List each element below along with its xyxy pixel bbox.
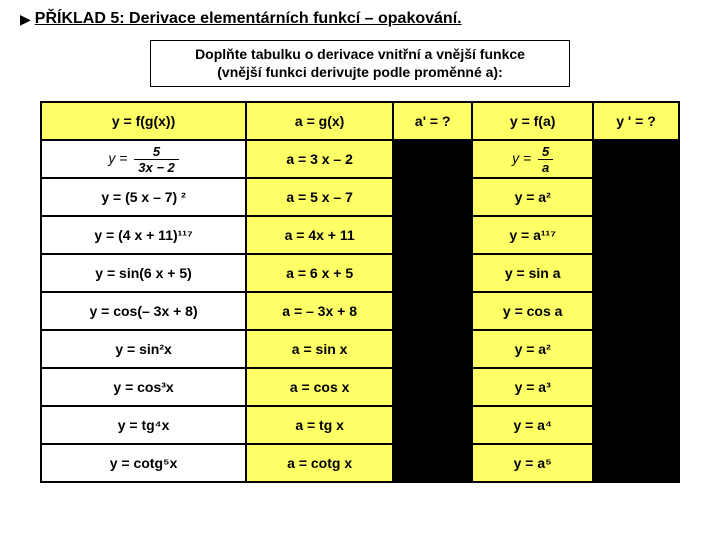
cell-yprime (593, 216, 679, 254)
cell-fa: y = a⁴ (472, 406, 593, 444)
cell-fg: y = (4 x + 11)¹¹⁷ (41, 216, 246, 254)
cell-aprime (393, 216, 472, 254)
cell-aprime (393, 292, 472, 330)
frac-num: 5 (134, 145, 179, 159)
header-col-2: a = g(x) (246, 102, 393, 140)
cell-aprime (393, 254, 472, 292)
fraction: 5 3x − 2 (134, 145, 179, 174)
table-row: y = 5 3x − 2 a = 3 x – 2 y = 5 a (41, 140, 679, 178)
page: ▶ PŘÍKLAD 5: Derivace elementárních funk… (0, 0, 720, 540)
y-eq-label: y = (108, 150, 131, 166)
cell-a: a = 3 x – 2 (246, 140, 393, 178)
cell-yprime (593, 140, 679, 178)
cell-yprime (593, 406, 679, 444)
cell-yprime (593, 292, 679, 330)
frac-den: a (538, 159, 553, 174)
table-row: y = tg⁴x a = tg x y = a⁴ (41, 406, 679, 444)
cell-fa: y = a¹¹⁷ (472, 216, 593, 254)
cell-fa: y = a³ (472, 368, 593, 406)
cell-fa: y = cos a (472, 292, 593, 330)
cell-aprime (393, 140, 472, 178)
cell-a: a = cotg x (246, 444, 393, 482)
cell-aprime (393, 406, 472, 444)
header-col-4: y = f(a) (472, 102, 593, 140)
cell-yprime (593, 368, 679, 406)
table-header-row: y = f(g(x)) a = g(x) a' = ? y = f(a) y '… (41, 102, 679, 140)
table-row: y = (4 x + 11)¹¹⁷ a = 4x + 11 y = a¹¹⁷ (41, 216, 679, 254)
cell-a: a = 5 x – 7 (246, 178, 393, 216)
cell-fg: y = 5 3x − 2 (41, 140, 246, 178)
cell-a: a = 4x + 11 (246, 216, 393, 254)
cell-fa: y = a² (472, 330, 593, 368)
cell-fg: y = cos(– 3x + 8) (41, 292, 246, 330)
derivative-table: y = f(g(x)) a = g(x) a' = ? y = f(a) y '… (40, 101, 680, 483)
table-row: y = sin²x a = sin x y = a² (41, 330, 679, 368)
cell-a: a = sin x (246, 330, 393, 368)
frac-den: 3x − 2 (134, 159, 179, 174)
table-row: y = (5 x – 7) ² a = 5 x – 7 y = a² (41, 178, 679, 216)
table-row: y = cos(– 3x + 8) a = – 3x + 8 y = cos a (41, 292, 679, 330)
cell-yprime (593, 254, 679, 292)
cell-a: a = tg x (246, 406, 393, 444)
table-row: y = sin(6 x + 5) a = 6 x + 5 y = sin a (41, 254, 679, 292)
cell-aprime (393, 444, 472, 482)
table-row: y = cos³x a = cos x y = a³ (41, 368, 679, 406)
cell-a: a = 6 x + 5 (246, 254, 393, 292)
arrow-icon: ▶ (20, 11, 31, 28)
fraction: 5 a (538, 145, 553, 174)
cell-aprime (393, 178, 472, 216)
cell-fg: y = (5 x – 7) ² (41, 178, 246, 216)
cell-fg: y = cotg⁵x (41, 444, 246, 482)
header-col-5: y ' = ? (593, 102, 679, 140)
y-eq-label: y = (512, 150, 535, 166)
instruction-box: Doplňte tabulku o derivace vnitřní a vně… (150, 40, 570, 87)
cell-fa: y = a⁵ (472, 444, 593, 482)
header-col-1: y = f(g(x)) (41, 102, 246, 140)
cell-fg: y = tg⁴x (41, 406, 246, 444)
cell-fg: y = sin(6 x + 5) (41, 254, 246, 292)
cell-fa: y = sin a (472, 254, 593, 292)
cell-aprime (393, 330, 472, 368)
header-col-3: a' = ? (393, 102, 472, 140)
frac-num: 5 (538, 145, 553, 159)
cell-fg: y = cos³x (41, 368, 246, 406)
title-row: ▶ PŘÍKLAD 5: Derivace elementárních funk… (20, 10, 700, 28)
cell-a: a = cos x (246, 368, 393, 406)
instruction-line-2: (vnější funkci derivujte podle proměnné … (217, 64, 503, 80)
cell-yprime (593, 178, 679, 216)
cell-fa: y = a² (472, 178, 593, 216)
table-row: y = cotg⁵x a = cotg x y = a⁵ (41, 444, 679, 482)
cell-yprime (593, 330, 679, 368)
page-title: PŘÍKLAD 5: Derivace elementárních funkcí… (35, 10, 462, 28)
instruction-line-1: Doplňte tabulku o derivace vnitřní a vně… (195, 46, 525, 62)
cell-a: a = – 3x + 8 (246, 292, 393, 330)
cell-aprime (393, 368, 472, 406)
cell-fa: y = 5 a (472, 140, 593, 178)
cell-fg: y = sin²x (41, 330, 246, 368)
cell-yprime (593, 444, 679, 482)
